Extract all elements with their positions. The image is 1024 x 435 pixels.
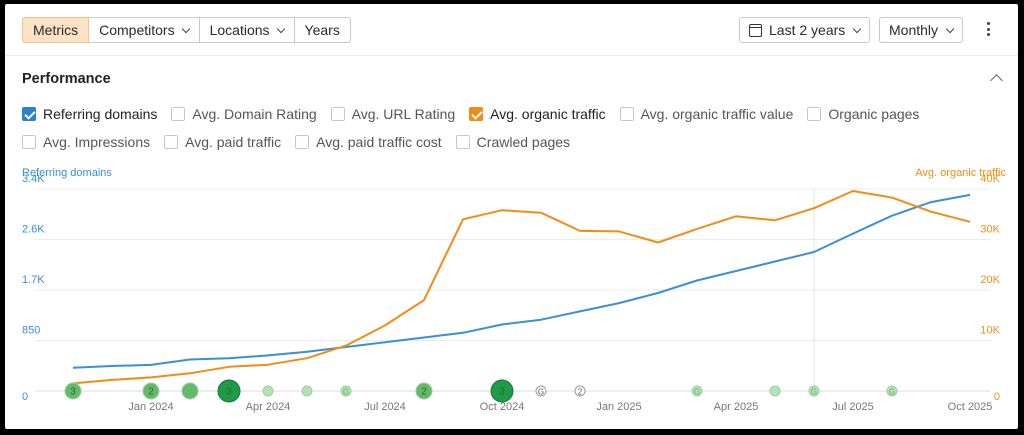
x-tick-label: Jan 2024 [128, 401, 173, 413]
metric-avg-paid-traffic[interactable]: Avg. paid traffic [164, 133, 281, 151]
tab-metrics[interactable]: Metrics [22, 17, 90, 43]
x-tick-label: Apr 2025 [714, 401, 759, 413]
checkbox-icon[interactable] [171, 107, 186, 121]
checkbox-icon[interactable] [619, 107, 634, 121]
metric-avg-domain-rating[interactable]: Avg. Domain Rating [171, 105, 317, 123]
metric-label: Referring domains [43, 106, 158, 122]
right-tick-label: 40K [980, 173, 1000, 185]
series-line-avg-organic-traffic [72, 190, 971, 385]
update-marker-label: 3 [226, 387, 232, 398]
metric-avg-impressions[interactable]: Avg. Impressions [22, 133, 150, 151]
right-tick-label: 0 [994, 391, 1000, 403]
metric-label: Avg. Domain Rating [192, 106, 317, 122]
update-marker-label: 2 [578, 388, 583, 397]
right-tick-label: 20K [980, 274, 1000, 286]
update-marker-label: G [343, 388, 349, 397]
update-marker[interactable] [217, 379, 241, 403]
toolbar: Metrics Competitors Locations Years Last… [5, 4, 1018, 56]
metric-organic-pages[interactable]: Organic pages [807, 105, 919, 123]
update-marker[interactable] [340, 385, 352, 397]
x-tick-label: Oct 2025 [948, 401, 993, 413]
x-tick-label: Jul 2024 [364, 401, 406, 413]
calendar-icon [749, 23, 762, 37]
checkbox-checked-icon[interactable] [22, 107, 36, 121]
update-marker-label: G [538, 388, 544, 397]
left-tick-label: 3.4K [22, 173, 45, 185]
left-axis-title: Referring domains [22, 167, 112, 179]
view-tabs: Metrics Competitors Locations Years [22, 17, 351, 43]
tab-competitors-label: Competitors [99, 22, 175, 38]
more-options-icon[interactable] [985, 22, 991, 40]
right-axis-title: Avg. organic traffic [915, 167, 1006, 179]
checkbox-icon[interactable] [295, 135, 310, 149]
update-marker-label: G [811, 388, 817, 397]
date-range-dropdown[interactable]: Last 2 years [739, 17, 871, 43]
update-marker[interactable] [886, 385, 898, 397]
checkbox-icon[interactable] [22, 135, 36, 149]
metric-referring-domains[interactable]: Referring domains [22, 105, 157, 123]
update-marker-label: 3 [70, 387, 76, 398]
x-tick-label: Jul 2025 [832, 401, 874, 413]
performance-card: Metrics Competitors Locations Years Last… [5, 4, 1018, 429]
performance-chart[interactable]: 0 0 850 10K 1.7K 20K 2.6K 30K 3.4K 40K Jan 2024 Apr… [5, 4, 1018, 429]
tab-locations[interactable]: Locations [199, 17, 295, 43]
tab-locations-label: Locations [209, 22, 270, 38]
update-marker[interactable] [415, 382, 433, 400]
x-tick-label: Apr 2024 [246, 401, 291, 413]
metric-label: Organic pages [828, 106, 920, 122]
metric-label: Avg. organic traffic [490, 106, 606, 122]
left-tick-label: 1.7K [22, 274, 45, 286]
update-marker[interactable] [181, 382, 199, 400]
right-tick-label: 10K [980, 325, 1000, 337]
left-tick-label: 850 [22, 325, 40, 337]
update-marker[interactable] [574, 385, 586, 397]
checkbox-checked-icon[interactable] [469, 107, 484, 121]
x-tick-label: Jan 2025 [596, 401, 641, 413]
metric-label: Avg. URL Rating [351, 106, 456, 122]
metric-label: Avg. organic traffic value [640, 106, 794, 122]
update-marker[interactable] [535, 385, 547, 397]
left-tick-label: 2.6K [22, 224, 45, 236]
update-marker[interactable] [691, 385, 703, 397]
series-line-referring-domains [72, 193, 971, 369]
panel-title: Performance [22, 71, 111, 87]
checkbox-icon[interactable] [807, 107, 822, 121]
update-marker-label: 3 [499, 387, 505, 398]
metric-toggles-row-2: Avg. Impressions Avg. paid traffic Avg. … [22, 133, 584, 151]
update-marker[interactable] [301, 385, 313, 397]
right-tick-label: 30K [980, 224, 1000, 236]
tab-years[interactable]: Years [294, 17, 351, 43]
metric-label: Avg. Impressions [43, 134, 151, 150]
update-marker[interactable] [490, 379, 514, 403]
update-marker-label: 2 [148, 387, 154, 398]
update-marker[interactable] [769, 385, 781, 397]
checkbox-icon[interactable] [164, 135, 179, 149]
metric-label: Avg. paid traffic [185, 134, 282, 150]
left-tick-label: 0 [22, 391, 28, 403]
metric-label: Crawled pages [476, 134, 571, 150]
metric-label: Avg. paid traffic cost [316, 134, 442, 150]
metric-avg-organic-traffic[interactable]: Avg. organic traffic [469, 105, 606, 123]
granularity-label: Monthly [889, 22, 939, 38]
metric-avg-url-rating[interactable]: Avg. URL Rating [330, 105, 456, 123]
update-marker[interactable] [142, 382, 160, 400]
tab-metrics-label: Metrics [33, 22, 79, 38]
tab-years-label: Years [304, 22, 340, 38]
granularity-dropdown[interactable]: Monthly [879, 17, 964, 43]
update-marker[interactable] [64, 382, 82, 400]
checkbox-icon[interactable] [455, 135, 470, 149]
metric-toggles-row-1: Referring domains Avg. Domain Rating Avg… [22, 105, 933, 123]
metric-crawled-pages[interactable]: Crawled pages [455, 133, 571, 151]
tab-competitors[interactable]: Competitors [89, 17, 200, 43]
update-marker[interactable] [262, 385, 274, 397]
checkbox-icon[interactable] [330, 107, 345, 121]
metric-avg-paid-traffic-cost[interactable]: Avg. paid traffic cost [295, 133, 442, 151]
update-marker-label: G [694, 388, 700, 397]
x-tick-label: Oct 2024 [480, 401, 525, 413]
update-marker[interactable] [808, 385, 820, 397]
update-marker-label: 2 [421, 387, 427, 398]
metric-avg-organic-traffic-value[interactable]: Avg. organic traffic value [619, 105, 794, 123]
update-marker-label: G [889, 388, 895, 397]
date-range-label: Last 2 years [769, 22, 846, 38]
